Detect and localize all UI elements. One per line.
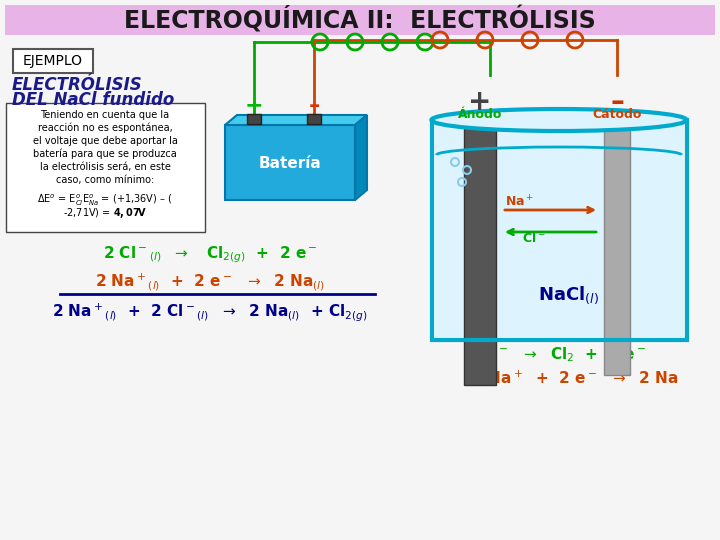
Text: +: + [245, 96, 264, 116]
FancyBboxPatch shape [464, 115, 496, 385]
Text: -2,71V) = $\mathbf{4,07V}$: -2,71V) = $\mathbf{4,07V}$ [63, 206, 147, 220]
Text: EJEMPLO: EJEMPLO [23, 54, 83, 68]
Text: ELECTRÓLISIS: ELECTRÓLISIS [12, 76, 143, 94]
Text: Cátodo: Cátodo [593, 109, 642, 122]
Text: $\Delta$E$^o$ = E$^o_{Cl}$E$^o_{Na}$ = (+1,36V) – (: $\Delta$E$^o$ = E$^o_{Cl}$E$^o_{Na}$ = (… [37, 192, 173, 208]
Text: el voltaje que debe aportar la: el voltaje que debe aportar la [32, 136, 177, 146]
Text: Teniendo en cuenta que la: Teniendo en cuenta que la [40, 110, 170, 120]
Text: batería para que se produzca: batería para que se produzca [33, 148, 177, 159]
FancyBboxPatch shape [307, 114, 321, 124]
FancyBboxPatch shape [225, 125, 355, 200]
Text: reacción no es espontánea,: reacción no es espontánea, [37, 123, 172, 133]
Text: NaCl$_{(l)}$: NaCl$_{(l)}$ [539, 284, 600, 306]
Text: la electrólisis será, en este: la electrólisis será, en este [40, 162, 171, 172]
Text: 2 Na$^+$$_{(l)}$  +  2 Cl$^-$$_{(l)}$  $\rightarrow$  2 Na$_{(l)}$  + Cl$_{2(g)}: 2 Na$^+$$_{(l)}$ + 2 Cl$^-$$_{(l)}$ $\ri… [52, 301, 368, 323]
FancyBboxPatch shape [6, 103, 205, 232]
Text: –: – [308, 96, 320, 116]
Text: caso, como mínimo:: caso, como mínimo: [56, 175, 154, 185]
Text: Na$^+$: Na$^+$ [505, 194, 534, 210]
Text: Ánodo: Ánodo [458, 109, 502, 122]
Text: 2 Na$^+$$_{(l)}$  +  2 e$^-$  $\rightarrow$  2 Na$_{(l)}$: 2 Na$^+$$_{(l)}$ + 2 e$^-$ $\rightarrow$… [95, 272, 325, 293]
Ellipse shape [431, 109, 686, 131]
FancyBboxPatch shape [604, 125, 630, 375]
FancyBboxPatch shape [435, 123, 684, 337]
Text: Cl$^-$: Cl$^-$ [522, 231, 546, 245]
Text: 2 Cl$^-$  $\rightarrow$  Cl$_2$  +  2 e$^-$: 2 Cl$^-$ $\rightarrow$ Cl$_2$ + 2 e$^-$ [464, 346, 646, 365]
Polygon shape [355, 115, 367, 200]
Text: –: – [610, 88, 624, 116]
FancyBboxPatch shape [5, 5, 715, 35]
Text: Batería: Batería [258, 156, 321, 171]
Text: ELECTROQUÍMICA II:  ELECTRÓLISIS: ELECTROQUÍMICA II: ELECTRÓLISIS [124, 6, 596, 33]
Text: 2 Na$^+$  +  2 e$^-$  $\rightarrow$  2 Na: 2 Na$^+$ + 2 e$^-$ $\rightarrow$ 2 Na [472, 369, 678, 387]
Text: +: + [468, 88, 492, 116]
Text: 2 Cl$^-$$_{(l)}$  $\rightarrow$   Cl$_{2(g)}$  +  2 e$^-$: 2 Cl$^-$$_{(l)}$ $\rightarrow$ Cl$_{2(g)… [103, 245, 318, 265]
FancyBboxPatch shape [13, 49, 93, 73]
Polygon shape [225, 115, 367, 125]
FancyBboxPatch shape [247, 114, 261, 124]
Text: DEL NaCl fundido: DEL NaCl fundido [12, 91, 174, 109]
